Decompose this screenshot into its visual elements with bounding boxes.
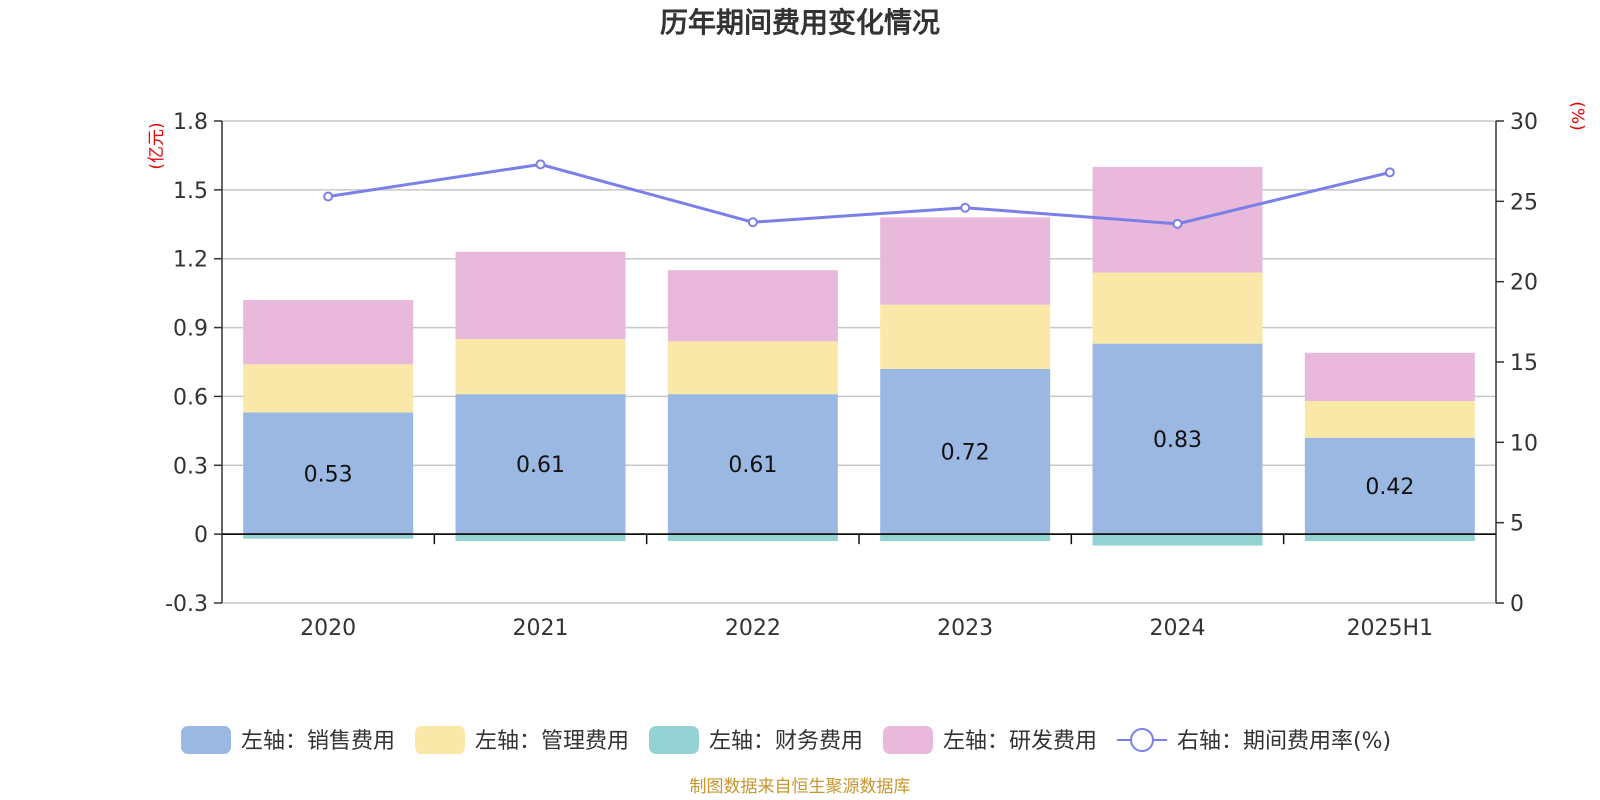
bar-segment <box>455 394 626 535</box>
category-label: 2021 <box>513 616 569 641</box>
rate-point <box>323 191 334 202</box>
bar-segment <box>880 217 1051 305</box>
legend-item: 左轴：财务费用 <box>649 726 863 754</box>
legend-swatch <box>181 726 231 754</box>
bar-segment <box>1304 534 1475 542</box>
bars <box>243 166 1475 546</box>
category-label: 2022 <box>725 616 781 641</box>
data-label: 0.42 <box>1365 475 1414 500</box>
left-axis-tick-label: 1.2 <box>173 248 208 273</box>
data-labels: 0.53 0.61 0.61 0.72 0.83 0.42 <box>304 428 1415 500</box>
right-axis-tick-label: 25 <box>1510 190 1538 215</box>
bar-segment <box>880 304 1051 369</box>
bar-segment <box>667 341 838 395</box>
bar-segment <box>1304 437 1475 535</box>
legend-label: 左轴：管理费用 <box>475 729 629 754</box>
bar-segment <box>1304 352 1475 402</box>
left-axis-tick-label: 0.3 <box>173 454 208 479</box>
legend-item: 左轴：管理费用 <box>415 726 629 754</box>
left-axis-tick-label: 1.5 <box>173 179 208 204</box>
legend: 左轴：销售费用 左轴：管理费用 左轴：财务费用 左轴：研发费用 右轴：期间费用率(%) <box>181 726 1391 754</box>
legend-swatch-marker <box>1130 728 1154 752</box>
legend-swatch <box>649 726 699 754</box>
bar-segment <box>1092 343 1263 535</box>
left-axis-tick-label: 0 <box>194 523 208 548</box>
category-label: 2023 <box>937 616 993 641</box>
axes: -0.3 0 0.3 0.6 0.9 1.2 1.5 1.8 0 5 10 15 20 25 30 2020 2… <box>165 110 1538 641</box>
category-label: 2024 <box>1150 616 1206 641</box>
right-axis-tick-label: 5 <box>1510 512 1524 537</box>
right-axis-unit: (%) <box>1567 101 1587 130</box>
bar-segment <box>243 534 414 539</box>
rate-point <box>960 202 971 213</box>
chart-title: 历年期间费用变化情况 <box>660 6 940 39</box>
left-axis-tick-label: 0.9 <box>173 317 208 342</box>
legend-label: 左轴：销售费用 <box>241 729 395 754</box>
category-label: 2025H1 <box>1347 616 1434 641</box>
bar-segment <box>667 534 838 542</box>
right-axis-tick-label: 0 <box>1510 592 1524 617</box>
data-label: 0.83 <box>1153 428 1202 453</box>
bar-segment <box>455 251 626 340</box>
legend-swatch <box>415 726 465 754</box>
bar-segment <box>243 300 414 365</box>
data-label: 0.61 <box>728 453 777 478</box>
bar-segment <box>1092 534 1263 546</box>
rate-point <box>1384 167 1395 178</box>
legend-label: 左轴：财务费用 <box>709 729 863 754</box>
legend-item: 左轴：研发费用 <box>883 726 1097 754</box>
gridlines <box>222 120 1496 604</box>
data-label: 0.53 <box>304 462 353 487</box>
rate-point <box>747 217 758 228</box>
bar-segment <box>667 394 838 535</box>
bar-segment <box>243 412 414 535</box>
legend-item: 左轴：销售费用 <box>181 726 395 754</box>
bar-segment <box>1092 272 1263 344</box>
left-axis-unit: (亿元) <box>147 122 167 169</box>
bar-segment <box>880 368 1051 535</box>
bar-segment <box>455 339 626 395</box>
rate-line-path <box>327 162 1391 226</box>
legend-label: 右轴：期间费用率(%) <box>1177 729 1391 754</box>
legend-swatch <box>883 726 933 754</box>
data-label: 0.72 <box>941 441 990 466</box>
source-note: 制图数据来自恒生聚源数据库 <box>690 777 911 797</box>
right-axis-tick-label: 30 <box>1510 110 1538 135</box>
bar-segment <box>1304 401 1475 438</box>
bar-segment <box>667 270 838 342</box>
bar-segment <box>243 364 414 413</box>
right-axis-tick-label: 20 <box>1510 271 1538 296</box>
bar-segment <box>455 534 626 542</box>
rate-line <box>323 159 1395 229</box>
rate-point <box>535 159 546 170</box>
right-axis-tick-label: 15 <box>1510 351 1538 376</box>
rate-point <box>1172 218 1183 229</box>
category-label: 2020 <box>300 616 356 641</box>
bar-segment <box>880 534 1051 542</box>
left-axis-tick-label: -0.3 <box>165 592 208 617</box>
left-axis-tick-label: 0.6 <box>173 385 208 410</box>
left-axis-tick-label: 1.8 <box>173 110 208 135</box>
data-label: 0.61 <box>516 453 565 478</box>
legend-label: 左轴：研发费用 <box>943 729 1097 754</box>
right-axis-tick-label: 10 <box>1510 431 1538 456</box>
legend-item: 右轴：期间费用率(%) <box>1117 728 1391 754</box>
